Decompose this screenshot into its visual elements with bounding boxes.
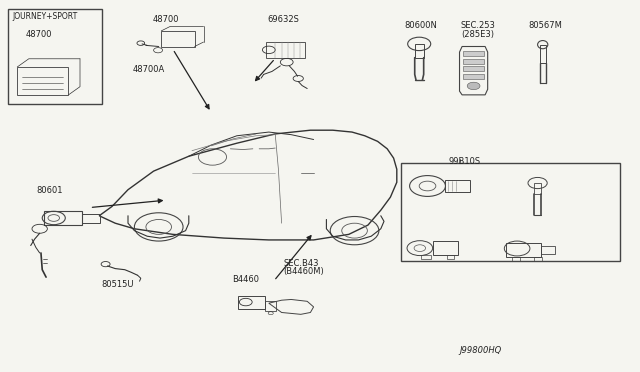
Bar bbox=[463, 51, 484, 56]
Text: J99800HQ: J99800HQ bbox=[460, 346, 502, 355]
Text: SEC.253: SEC.253 bbox=[461, 21, 495, 30]
Text: 99B10S: 99B10S bbox=[449, 157, 481, 166]
Text: B4460: B4460 bbox=[232, 275, 259, 283]
Text: 80601: 80601 bbox=[36, 186, 63, 195]
Text: 48700: 48700 bbox=[26, 30, 52, 39]
Bar bbox=[506, 243, 541, 257]
Bar bbox=[82, 214, 100, 223]
Bar bbox=[238, 296, 265, 309]
Bar bbox=[8, 9, 102, 104]
Bar bbox=[266, 42, 305, 58]
Bar bbox=[44, 211, 82, 225]
Circle shape bbox=[467, 82, 480, 90]
Bar bbox=[541, 246, 555, 254]
Bar bbox=[265, 301, 276, 311]
Text: (285E3): (285E3) bbox=[461, 30, 494, 39]
Bar bbox=[463, 59, 484, 64]
Bar bbox=[161, 31, 195, 46]
Text: JOURNEY+SPORT: JOURNEY+SPORT bbox=[13, 12, 78, 21]
Bar bbox=[433, 241, 458, 255]
Text: SEC.B43: SEC.B43 bbox=[284, 259, 319, 267]
Bar bbox=[17, 67, 68, 95]
Text: 48700A: 48700A bbox=[132, 65, 164, 74]
Bar bbox=[401, 163, 620, 261]
Bar bbox=[512, 257, 520, 261]
Bar bbox=[421, 255, 431, 259]
Bar bbox=[463, 74, 484, 79]
Bar bbox=[534, 257, 542, 261]
Bar bbox=[447, 255, 454, 259]
Bar bbox=[540, 45, 546, 63]
Text: 48700: 48700 bbox=[152, 15, 179, 24]
Text: 80600N: 80600N bbox=[404, 21, 437, 30]
Bar bbox=[463, 66, 484, 71]
Text: 69632S: 69632S bbox=[268, 15, 300, 24]
Bar bbox=[534, 183, 541, 194]
Bar bbox=[415, 44, 424, 58]
Bar bbox=[445, 180, 470, 192]
Text: 80515U: 80515U bbox=[101, 280, 134, 289]
Text: 80567M: 80567M bbox=[529, 21, 563, 30]
Text: (B4460M): (B4460M) bbox=[284, 267, 324, 276]
